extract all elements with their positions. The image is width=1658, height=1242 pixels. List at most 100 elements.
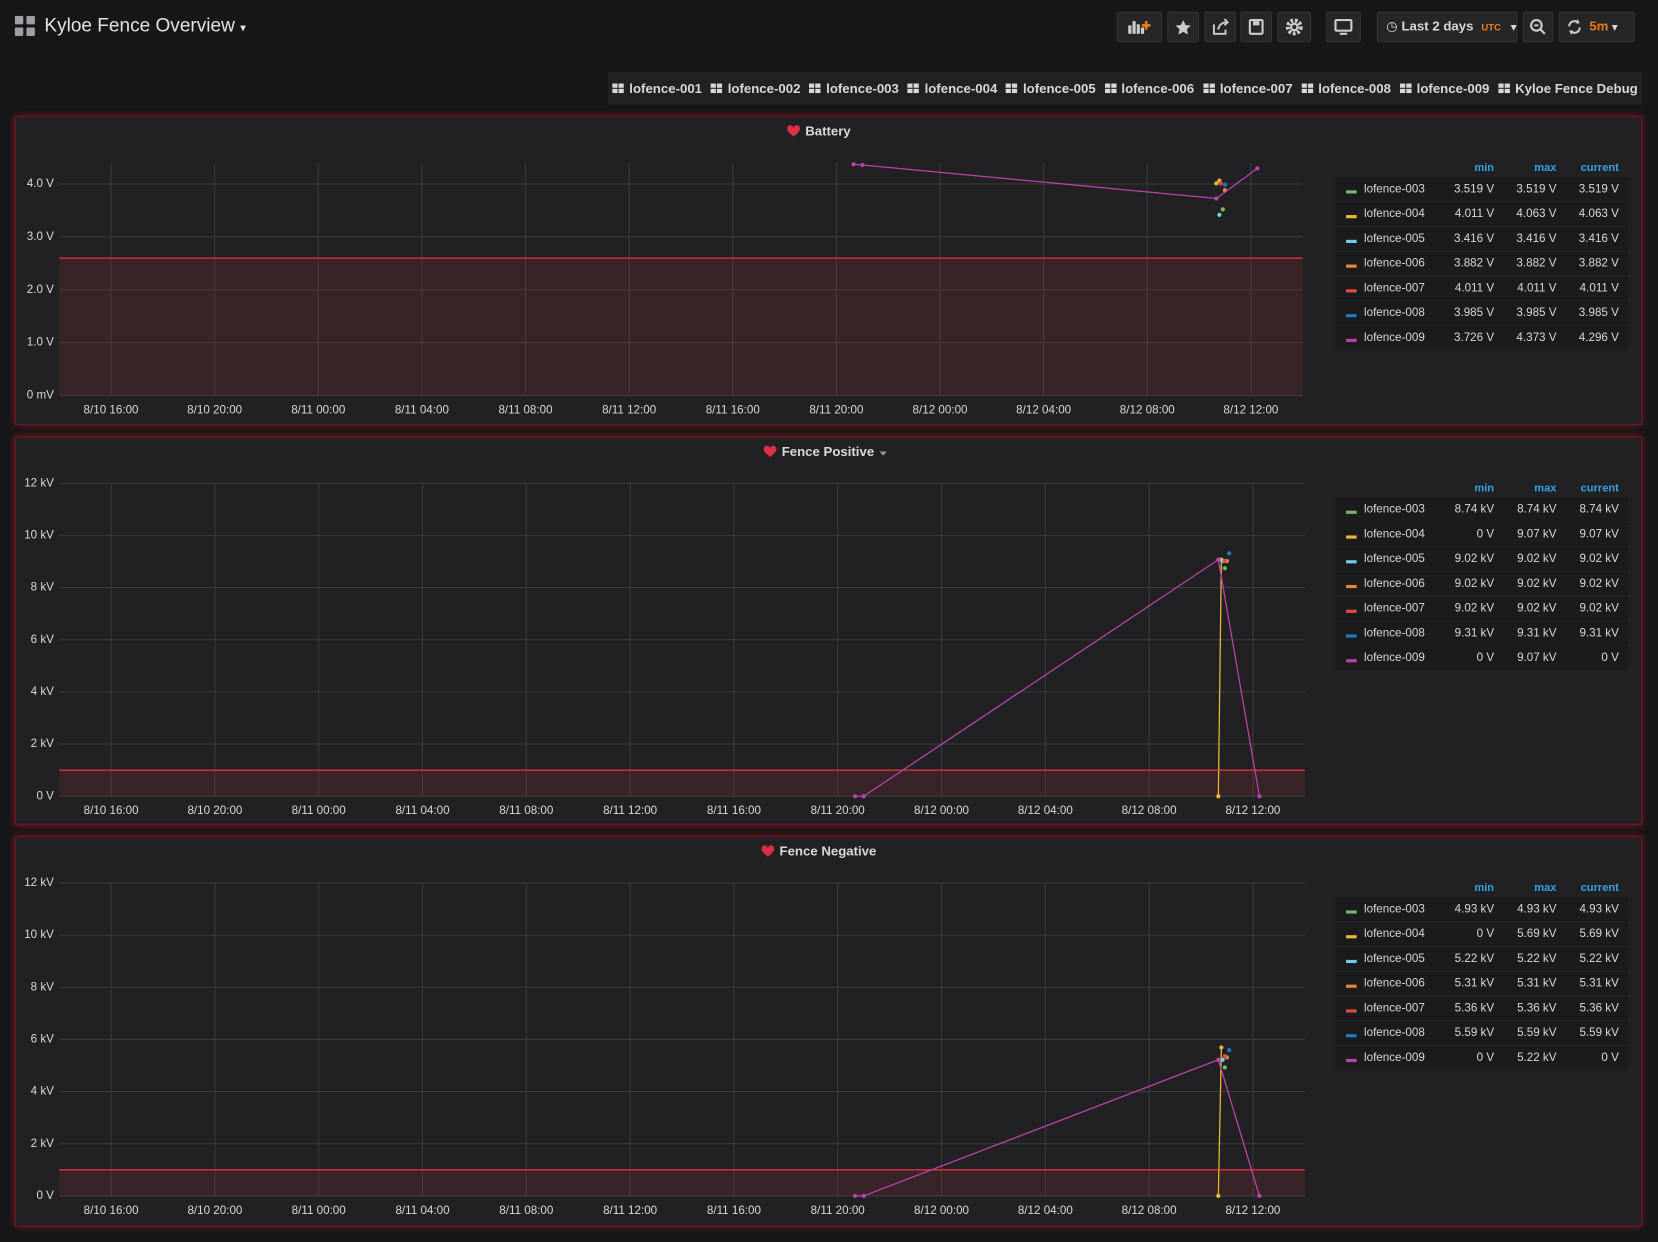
x-tick-label: 8/11 16:00 — [707, 804, 762, 817]
legend-value: 9.02 kV — [1517, 552, 1557, 565]
panel: Fence Negative 8/10 16:00 8/10 20:00 8/11 0… — [14, 836, 1643, 1227]
x-tick-label: 8/10 16:00 — [84, 804, 139, 817]
legend-value: 9.02 kV — [1517, 577, 1557, 590]
legend-value: 9.07 kV — [1517, 651, 1557, 664]
link-label[interactable]: lofence-009 — [1416, 80, 1490, 96]
dashboard-title-text[interactable]: Kyloe Fence Overview — [44, 14, 235, 36]
legend-column-header: max — [1534, 882, 1557, 894]
apps-icon[interactable] — [14, 15, 36, 37]
x-tick-label: 8/11 12:00 — [602, 403, 657, 416]
legend-value: 3.985 V — [1579, 306, 1619, 319]
legend-value: 3.519 V — [1579, 182, 1619, 195]
legend-value: 3.985 V — [1516, 306, 1556, 319]
share-button[interactable] — [1204, 11, 1237, 43]
refresh-interval[interactable]: 5m — [1589, 19, 1609, 34]
legend-row — [1335, 621, 1629, 646]
link-label[interactable]: lofence-005 — [1022, 80, 1096, 96]
legend-value: 5.59 kV — [1517, 1026, 1557, 1039]
time-range[interactable]: Last 2 days — [1401, 19, 1474, 34]
dashboard-link[interactable]: lofence-004 — [907, 80, 998, 96]
x-tick-label: 8/12 00:00 — [913, 403, 968, 416]
dashboard-link[interactable]: lofence-003 — [809, 81, 899, 96]
legend-value: 3.519 V — [1454, 182, 1494, 195]
y-tick-label: 8 kV — [31, 980, 55, 993]
legend-row — [1335, 227, 1629, 251]
legend-column-header: min — [1474, 882, 1494, 894]
link-icon — [1498, 83, 1510, 93]
dashboard-link[interactable]: lofence-006 — [1104, 81, 1194, 96]
link-label[interactable]: Kyloe Fence Debug — [1515, 80, 1638, 96]
legend-series-name: lofence-004 — [1364, 527, 1425, 540]
link-icon — [1301, 83, 1313, 93]
legend-value: 4.93 kV — [1455, 902, 1495, 915]
dashboard-link[interactable]: lofence-001 — [612, 81, 702, 96]
legend-swatch — [1346, 535, 1357, 539]
link-label[interactable]: lofence-008 — [1318, 80, 1391, 96]
link-label[interactable]: lofence-006 — [1121, 80, 1195, 96]
star-button[interactable] — [1167, 11, 1200, 43]
data-point — [1220, 207, 1225, 212]
link-label[interactable]: lofence-007 — [1219, 80, 1293, 96]
y-tick-label: 12 kV — [24, 876, 54, 889]
legend-swatch — [1346, 1009, 1357, 1013]
y-tick-label: 6 kV — [31, 633, 55, 646]
refresh-button[interactable]: 5m ▾ — [1558, 11, 1635, 43]
data-point — [861, 794, 866, 799]
series-line — [855, 558, 1261, 797]
legend-value: 0 V — [1477, 927, 1495, 940]
dashboard-link[interactable]: lofence-009 — [1399, 80, 1490, 96]
legend-series-name: lofence-009 — [1364, 1051, 1425, 1064]
dashboard-link[interactable]: Kyloe Fence Debug — [1498, 81, 1638, 96]
dashboard-link[interactable]: lofence-005 — [1006, 81, 1096, 96]
link-label[interactable]: lofence-001 — [629, 80, 703, 96]
settings-button[interactable] — [1277, 11, 1312, 43]
star-icon — [1175, 20, 1191, 35]
legend-series-name: lofence-009 — [1364, 331, 1425, 344]
legend-value: 8.74 kV — [1517, 503, 1557, 516]
data-point — [1222, 558, 1227, 564]
link-icon — [1006, 83, 1018, 93]
data-point — [1219, 1045, 1224, 1050]
time-picker[interactable]: ◷ Last 2 days UTC ▾ — [1376, 11, 1518, 43]
data-point — [861, 1193, 866, 1199]
tv-icon — [1334, 19, 1353, 35]
save-button[interactable] — [1240, 11, 1273, 43]
x-tick-label: 8/12 08:00 — [1120, 403, 1175, 416]
link-label[interactable]: lofence-003 — [826, 80, 899, 96]
dashboard-link[interactable]: lofence-007 — [1202, 80, 1293, 96]
legend-row — [1335, 276, 1629, 300]
legend-swatch — [1346, 560, 1357, 564]
tv-mode-button[interactable] — [1325, 11, 1361, 43]
data-point — [1216, 1193, 1221, 1199]
y-tick-label: 10 kV — [24, 928, 54, 941]
legend-value: 5.36 kV — [1455, 1001, 1495, 1014]
zoom-out-button[interactable] — [1522, 11, 1554, 43]
data-point — [1257, 1193, 1262, 1199]
timezone: UTC — [1481, 22, 1501, 33]
add-panel-button[interactable] — [1116, 11, 1163, 43]
x-tick-label: 8/11 00:00 — [292, 1204, 347, 1217]
x-tick-label: 8/10 16:00 — [84, 403, 139, 416]
link-icon — [907, 83, 920, 93]
legend-row — [1335, 1021, 1629, 1045]
link-icon — [612, 83, 625, 93]
legend-column-header: current — [1581, 162, 1620, 174]
legend-series-name: lofence-007 — [1364, 281, 1425, 294]
y-tick-label: 2 kV — [31, 1137, 55, 1150]
legend-value: 5.22 kV — [1455, 952, 1495, 965]
dashboard-link[interactable]: lofence-002 — [710, 80, 801, 96]
legend-value: 4.93 kV — [1517, 902, 1557, 915]
link-label[interactable]: lofence-002 — [727, 80, 801, 96]
x-tick-label: 8/12 00:00 — [914, 804, 969, 817]
link-label[interactable]: lofence-004 — [924, 80, 998, 96]
legend-row — [1335, 897, 1629, 921]
dashboard-title[interactable]: Kyloe Fence Overview ▾ — [44, 14, 246, 36]
x-tick-label: 8/11 00:00 — [292, 804, 347, 817]
y-tick-label: 0 mV — [27, 389, 54, 402]
panel: Battery 8/10 16:00 8/10 20:00 8/11 00:00 8/1… — [14, 116, 1643, 426]
legend-value: 5.31 kV — [1579, 977, 1619, 990]
legend-value: 4.373 V — [1516, 331, 1556, 344]
data-point — [1255, 166, 1260, 171]
dashboard-link[interactable]: lofence-008 — [1301, 81, 1391, 96]
